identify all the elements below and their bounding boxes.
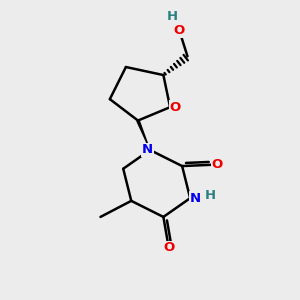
Text: H: H (167, 10, 178, 23)
Text: O: O (211, 158, 223, 171)
Text: H: H (205, 189, 216, 202)
Polygon shape (136, 120, 151, 150)
Text: O: O (163, 241, 174, 254)
Text: O: O (170, 101, 181, 114)
Text: N: N (142, 143, 153, 157)
Text: O: O (174, 24, 185, 38)
Text: N: N (190, 192, 201, 205)
